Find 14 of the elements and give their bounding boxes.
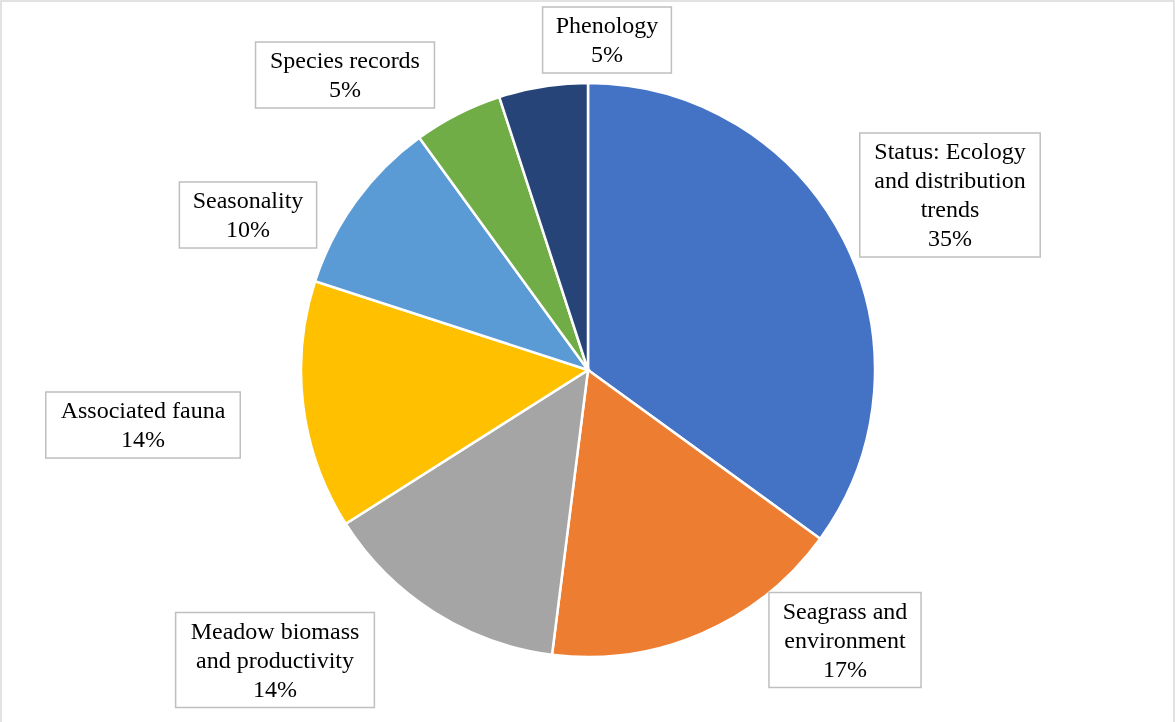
data-label: 14% xyxy=(253,675,297,702)
data-label: 14% xyxy=(121,426,165,452)
slice-label: Meadow biomass and productivity xyxy=(190,617,360,673)
data-label: 35% xyxy=(928,225,972,251)
data-label: 5% xyxy=(591,41,623,67)
slice-label: Seasonality xyxy=(192,187,304,213)
slice-label: Status: Ecology and distribution trends xyxy=(874,138,1026,222)
slice-label: Seagrass and environment xyxy=(782,597,908,653)
data-label: 10% xyxy=(226,216,270,242)
slice-label: Associated fauna xyxy=(60,397,226,423)
data-label: 5% xyxy=(329,76,361,102)
slice-label: Phenology xyxy=(555,12,659,38)
data-label: 17% xyxy=(823,655,867,682)
slice-label: Species records xyxy=(270,47,420,73)
